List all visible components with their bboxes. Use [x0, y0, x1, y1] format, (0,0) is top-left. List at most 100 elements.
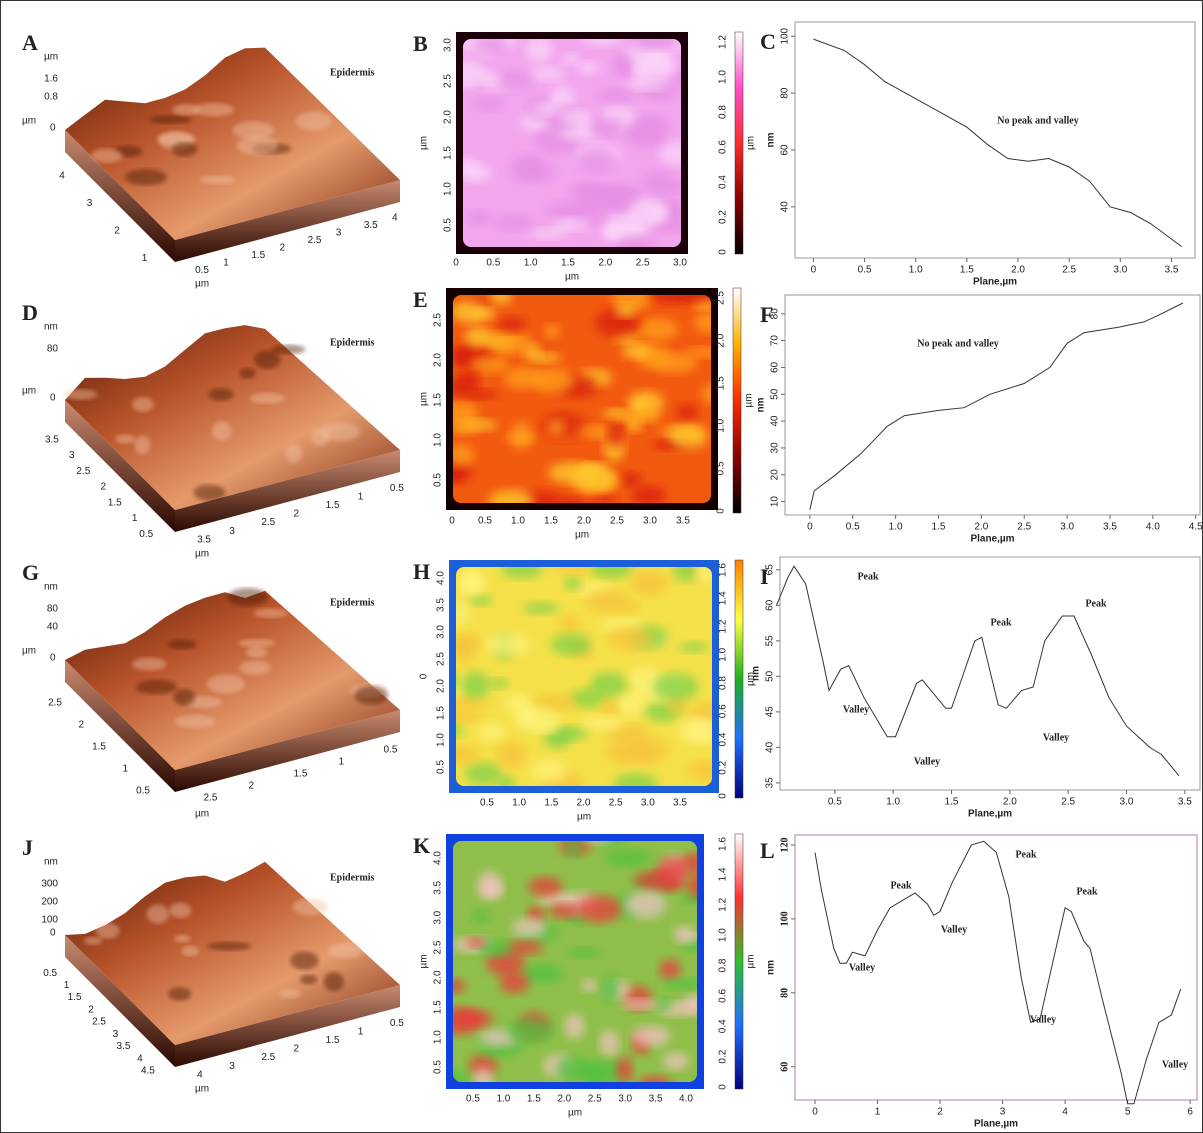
map-blob [620, 999, 659, 1009]
panel-letter: L [760, 838, 775, 863]
surface-highlight [193, 103, 234, 116]
map-blob [493, 215, 535, 231]
colorbar-tick-label: 0 [718, 793, 729, 799]
left-tick-label: 2.5 [92, 1017, 106, 1028]
x-tick-label: 2.5 [1062, 265, 1076, 276]
annotation: Valley [849, 962, 875, 973]
bottom-unit: µm [195, 279, 209, 290]
colorbar [735, 834, 743, 1089]
bottom-tick-label: 3 [336, 227, 342, 238]
y-tick-label: 4.0 [436, 571, 447, 585]
left-tick-label: 2 [78, 720, 84, 731]
map-blob [467, 211, 492, 226]
map-blob [597, 87, 636, 103]
colorbar-tick-label: 1.0 [718, 647, 729, 661]
figure: AEpidermisµm1.60.8µm043210.511.522.533.5… [0, 0, 1203, 1133]
bottom-tick-label: 3 [229, 1061, 235, 1072]
surface-highlight [146, 904, 169, 923]
map-blob [559, 616, 580, 633]
map-blob [579, 185, 624, 205]
x-axis-label: Plane,µm [974, 1119, 1018, 1130]
y-tick-label: 0.5 [433, 473, 444, 487]
left-tick-label: 1 [132, 513, 138, 524]
panel-letter: H [413, 559, 430, 584]
z-unit: nm [44, 857, 58, 868]
z-tick-label: 300 [41, 879, 58, 890]
surface-label: Epidermis [330, 67, 375, 78]
left-tick-label: 1.5 [108, 497, 122, 508]
map-blob [620, 472, 642, 487]
map-blob [565, 839, 582, 857]
x-tick-label: 4.5 [1189, 522, 1203, 533]
y-tick-label: 45 [765, 706, 776, 718]
y-tick-label: 20 [770, 469, 781, 481]
map-blob [660, 959, 681, 980]
bottom-tick-label: 0.5 [195, 265, 209, 276]
x-tick-label: 2.5 [1017, 522, 1031, 533]
x-tick-label: 2.0 [577, 516, 591, 527]
colorbar-tick-label: 0 [716, 508, 727, 514]
y-tick-label: 0.5 [436, 760, 447, 774]
profile-line [777, 566, 1180, 776]
x-tick-label: 0.5 [480, 798, 494, 809]
bottom-unit: µm [195, 549, 209, 560]
map-blob [528, 877, 562, 897]
x-tick-label: 3.5 [673, 798, 687, 809]
bottom-tick-label: 4 [392, 212, 398, 223]
map-blob [465, 762, 503, 785]
colorbar-tick-label: 1.2 [718, 897, 729, 911]
y-tick-label: 2.5 [433, 313, 444, 327]
map-blob [450, 301, 489, 323]
map-blob [451, 1010, 493, 1028]
surface-highlight [286, 444, 303, 463]
z-unit: nm [44, 582, 58, 593]
z-tick-label: 80 [47, 604, 59, 615]
z-tick-label: 200 [41, 897, 58, 908]
x-tick-label: 0 [812, 1107, 818, 1118]
map-blob [642, 170, 674, 196]
surface-highlight [239, 661, 271, 675]
x-tick-label: 1.5 [527, 1094, 541, 1105]
surface-highlight [246, 646, 268, 658]
map-blob [590, 672, 628, 697]
y-axis-label: nm [751, 666, 762, 681]
y-tick-label: 50 [765, 670, 776, 682]
y-axis-label: nm [766, 132, 777, 147]
surface-highlight [207, 942, 251, 951]
y-tick-label: 1.5 [433, 1000, 444, 1014]
map-blob [493, 331, 532, 355]
map-blob [650, 353, 698, 373]
y-tick-label: 50 [770, 388, 781, 400]
surface-highlight [125, 169, 167, 185]
y-tick-label: 1.5 [433, 393, 444, 407]
map-field [442, 25, 705, 256]
x-tick-label: 5 [1125, 1107, 1131, 1118]
surface-highlight [168, 639, 197, 649]
panel-letter: C [760, 29, 776, 54]
colorbar-tick-label: 1.4 [718, 591, 729, 605]
panel-letter: A [22, 30, 38, 55]
colorbar-tick-label: 1.0 [718, 928, 729, 942]
surface-highlight [328, 943, 363, 958]
surface-highlight [172, 142, 197, 156]
bottom-tick-label: 1 [223, 257, 229, 268]
z-tick-label: 80 [47, 344, 59, 355]
y-tick-label: 2.5 [436, 652, 447, 666]
map-blob [550, 634, 591, 656]
x-tick-label: 0.5 [478, 516, 492, 527]
map-blob [507, 1018, 553, 1043]
x-tick-label: 1.5 [945, 797, 959, 808]
map-blob [615, 304, 636, 317]
left-tick-label: 3 [113, 1029, 119, 1040]
surface-highlight [132, 397, 154, 412]
map-field [427, 826, 724, 1097]
bottom-tick-label: 4 [197, 1069, 203, 1080]
map-blob [457, 569, 487, 596]
panel-letter: K [413, 833, 430, 858]
x-tick-label: 2.0 [577, 798, 591, 809]
panel-letter: G [22, 560, 39, 585]
x-tick-label: 4 [1062, 1107, 1068, 1118]
map-blob [630, 738, 668, 764]
colorbar-tick-label: 1.4 [718, 867, 729, 881]
annotation: No peak and valley [917, 338, 998, 349]
